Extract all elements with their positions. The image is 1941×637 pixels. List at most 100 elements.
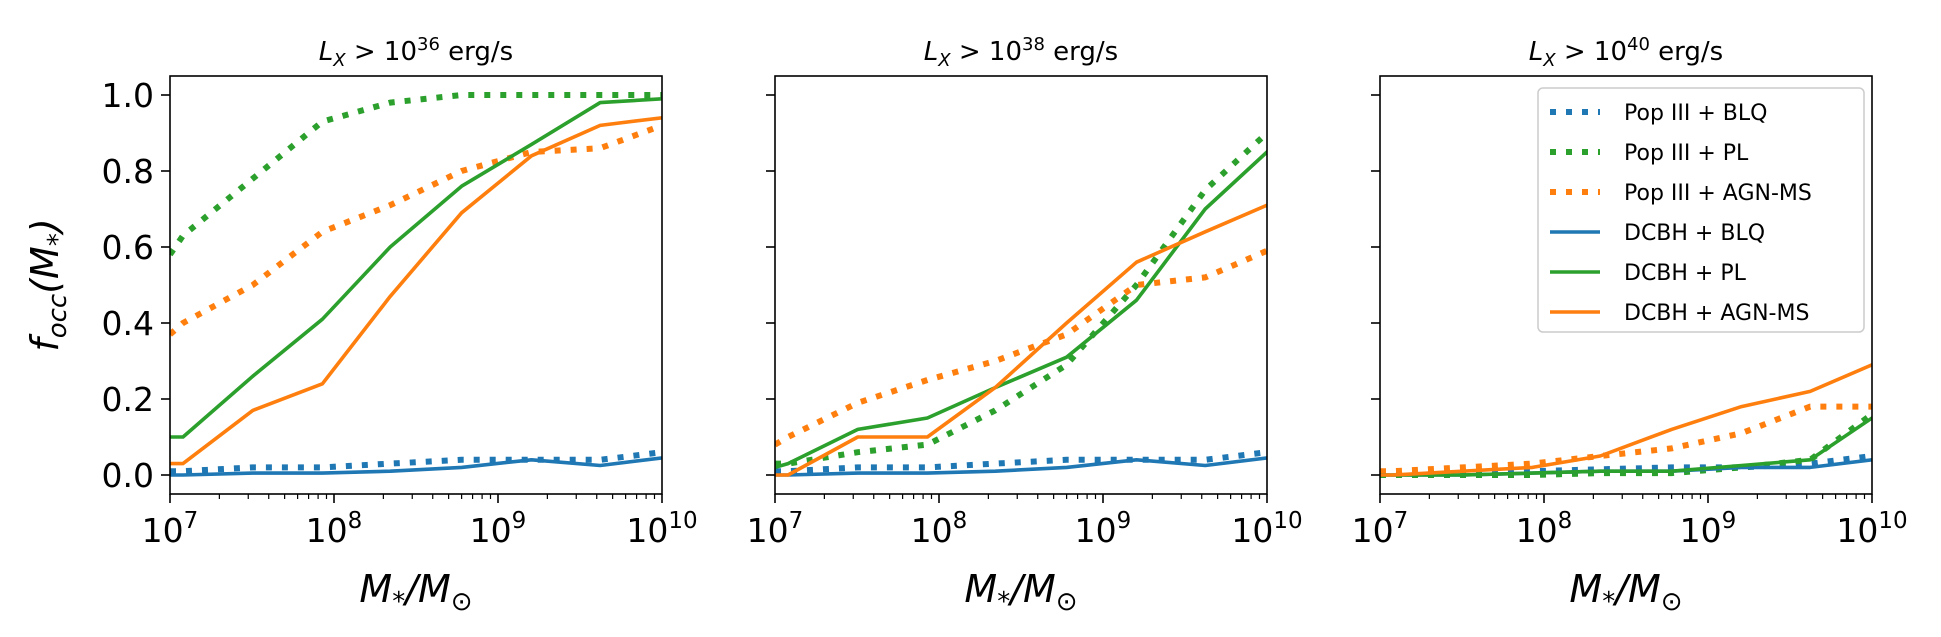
xlabel-sun: ⊙ xyxy=(451,587,473,617)
series-line-pop-iii-pl xyxy=(170,92,662,257)
xlabel-sub: * xyxy=(997,587,1010,617)
x-tick-label: 1010 xyxy=(626,508,697,550)
x-tick-exponent: 10 xyxy=(668,508,697,534)
x-tick-base: 10 xyxy=(1836,511,1878,550)
y-tick-label: 0.8 xyxy=(102,152,154,191)
x-tick-label: 107 xyxy=(1352,508,1409,550)
series-line-dcbh-blq xyxy=(775,456,1267,477)
series-group xyxy=(170,92,662,477)
x-tick-base: 10 xyxy=(1075,511,1117,550)
x-axis-label: M*/M⊙ xyxy=(1569,567,1682,617)
x-tick-exponent: 9 xyxy=(1117,508,1132,534)
series-line-dcbh-agn-ms xyxy=(775,203,1267,477)
x-tick-base: 10 xyxy=(1352,511,1394,550)
ylabel-sub: occ xyxy=(43,294,73,339)
series-line-pop-iii-blq xyxy=(775,449,1267,475)
legend: Pop III + BLQ Pop III + PL Pop III + AGN-M… xyxy=(1537,87,1865,333)
title-exponent: 40 xyxy=(1627,34,1650,55)
series-group xyxy=(775,130,1267,477)
x-tick-label: 1010 xyxy=(1231,508,1302,550)
y-tick-label: 0.4 xyxy=(102,304,154,343)
x-tick-exponent: 8 xyxy=(1558,508,1573,534)
ylabel-rest: (M xyxy=(23,246,67,294)
title-unit: erg/s xyxy=(1045,37,1118,67)
legend-entry-label: DCBH + PL xyxy=(1624,261,1747,286)
panel-title: LX > 1038 erg/s xyxy=(924,34,1118,71)
axes-frame xyxy=(169,75,663,495)
title-subscript: X xyxy=(1542,50,1556,71)
x-tick-exponent: 7 xyxy=(1394,508,1409,534)
legend-entry-label: DCBH + AGN-MS xyxy=(1624,301,1809,326)
ylabel-sub2: * xyxy=(43,233,73,246)
x-tick-label: 108 xyxy=(1516,508,1573,550)
x-tick-base: 10 xyxy=(911,511,953,550)
series-line-dcbh-pl xyxy=(775,149,1267,470)
axes-frame xyxy=(1379,75,1873,495)
x-tick-base: 10 xyxy=(142,511,184,550)
x-tick-label: 109 xyxy=(1680,508,1737,550)
title-exponent: 36 xyxy=(417,34,440,55)
x-tick-exponent: 9 xyxy=(1722,508,1737,534)
xlabel-sub: * xyxy=(1602,587,1615,617)
legend-entry-label: Pop III + BLQ xyxy=(1624,101,1767,126)
x-tick-base: 10 xyxy=(1231,511,1273,550)
xlabel-sun: ⊙ xyxy=(1661,587,1683,617)
axes-frame xyxy=(774,75,1268,495)
title-unit: erg/s xyxy=(1650,37,1723,67)
xlabel-sun: ⊙ xyxy=(1056,587,1078,617)
xlabel-sub: * xyxy=(392,587,405,617)
panel-title: LX > 1040 erg/s xyxy=(1529,34,1723,71)
xlabel-main: M xyxy=(964,567,997,611)
series-line-dcbh-agn-ms xyxy=(1380,362,1872,477)
series-group xyxy=(1380,362,1872,478)
x-axis-label: M*/M⊙ xyxy=(359,567,472,617)
title-subscript: X xyxy=(332,50,346,71)
title-operator: > 10 xyxy=(951,37,1022,67)
title-exponent: 38 xyxy=(1022,34,1045,55)
title-operator: > 10 xyxy=(1556,37,1627,67)
x-tick-label: 109 xyxy=(470,508,527,550)
xlabel-slash: /M xyxy=(1612,567,1661,611)
x-tick-exponent: 8 xyxy=(953,508,968,534)
ylabel-close: ) xyxy=(23,218,67,236)
x-tick-base: 10 xyxy=(470,511,512,550)
title-unit: erg/s xyxy=(440,37,513,67)
x-tick-label: 107 xyxy=(747,508,804,550)
legend-box xyxy=(1537,87,1865,333)
legend-entry-label: Pop III + PL xyxy=(1624,141,1749,166)
y-tick-label: 1.0 xyxy=(102,76,154,115)
title-operator: > 10 xyxy=(346,37,417,67)
y-tick-label: 0.6 xyxy=(102,228,154,267)
title-subscript: X xyxy=(937,50,951,71)
x-tick-exponent: 7 xyxy=(789,508,804,534)
x-tick-label: 107 xyxy=(142,508,199,550)
x-tick-label: 108 xyxy=(911,508,968,550)
x-tick-label: 109 xyxy=(1075,508,1132,550)
x-tick-label: 1010 xyxy=(1836,508,1907,550)
y-tick-label: 0.2 xyxy=(102,380,154,419)
x-tick-base: 10 xyxy=(626,511,668,550)
x-tick-exponent: 10 xyxy=(1878,508,1907,534)
xlabel-slash: /M xyxy=(402,567,451,611)
legend-entry-label: DCBH + BLQ xyxy=(1624,221,1765,246)
series-line-pop-iii-agn-ms xyxy=(170,122,662,337)
series-line-pop-iii-blq xyxy=(170,449,662,475)
title-symbol: L xyxy=(924,37,939,67)
xlabel-main: M xyxy=(359,567,392,611)
xlabel-main: M xyxy=(1569,567,1602,611)
x-tick-exponent: 10 xyxy=(1273,508,1302,534)
title-symbol: L xyxy=(1529,37,1544,67)
x-tick-exponent: 9 xyxy=(512,508,527,534)
x-tick-base: 10 xyxy=(306,511,348,550)
series-line-pop-iii-agn-ms xyxy=(1380,403,1872,475)
x-tick-label: 108 xyxy=(306,508,363,550)
series-line-dcbh-agn-ms xyxy=(170,115,662,466)
x-tick-base: 10 xyxy=(747,511,789,550)
x-axis-label: M*/M⊙ xyxy=(964,567,1077,617)
x-tick-exponent: 7 xyxy=(184,508,199,534)
x-tick-base: 10 xyxy=(1516,511,1558,550)
